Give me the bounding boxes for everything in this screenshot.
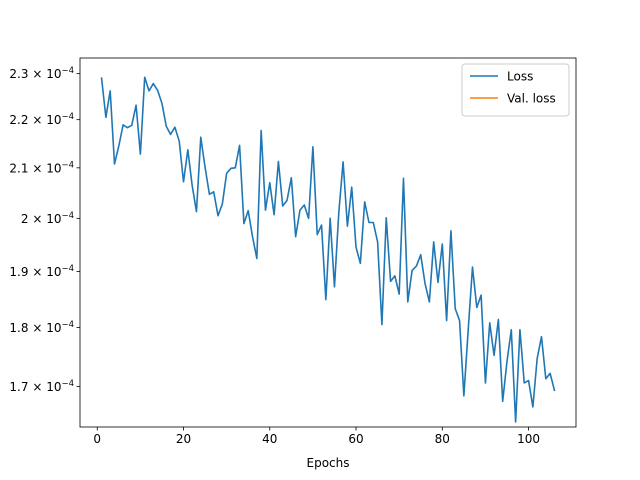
legend: Loss Val. loss [461, 63, 570, 117]
y-tick-label: 1.9 × 10−4 [9, 264, 74, 279]
legend-box [461, 63, 570, 117]
axes: 0 20 40 60 80 100 1.7 × 10−4 1.8 × 10−4 1.9 × 10… [9, 57, 577, 446]
x-tick-label: 20 [176, 432, 191, 446]
y-tick-label: 2.3 × 10−4 [9, 66, 74, 81]
x-tick-label: 0 [93, 432, 101, 446]
y-tick-label: 2 × 10−4 [21, 211, 74, 226]
x-tick-label: 60 [348, 432, 363, 446]
axes-frame [79, 57, 577, 428]
y-tick-label: 1.8 × 10−4 [9, 320, 74, 335]
x-tick-label: 100 [517, 432, 540, 446]
legend-entry-label: Val. loss [507, 92, 556, 106]
plot-area [100, 76, 556, 423]
x-tick-label: 40 [262, 432, 277, 446]
y-tick-label: 2.2 × 10−4 [9, 112, 74, 127]
y-tick-label: 1.7 × 10−4 [9, 379, 74, 394]
y-tick-label: 2.1 × 10−4 [9, 160, 74, 175]
x-tick-label: 80 [435, 432, 450, 446]
legend-entry-label: Loss [507, 70, 533, 84]
series-line-loss [100, 76, 556, 423]
x-axis-label: Epochs [307, 456, 350, 470]
